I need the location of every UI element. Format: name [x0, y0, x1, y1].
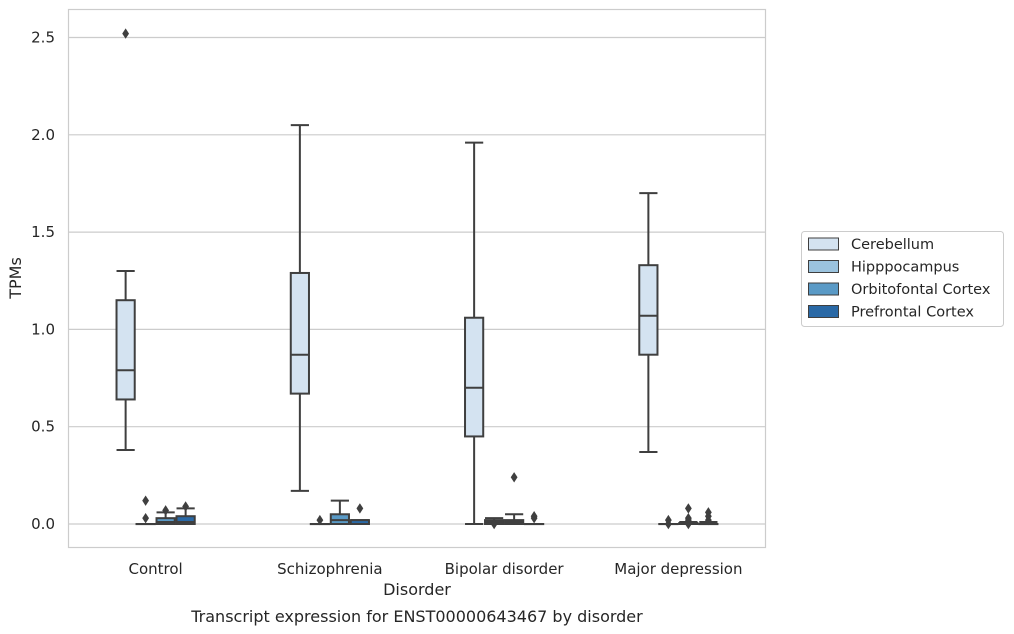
box-orbitofontal-cortex — [155, 505, 176, 525]
box-orbitofontal-cortex — [329, 499, 350, 526]
box-hipppocampus — [135, 495, 156, 526]
outlier-point — [490, 518, 498, 530]
chart-caption: Transcript expression for ENST0000064346… — [190, 607, 643, 626]
grid-lines — [68, 36, 766, 525]
box-hipppocampus — [309, 514, 330, 526]
legend-label: Hipppocampus — [851, 260, 959, 276]
box-body — [638, 264, 659, 356]
y-tick-label: 2.0 — [31, 126, 55, 144]
outlier-point — [142, 495, 150, 506]
legend-swatch — [808, 282, 839, 296]
box-cerebellum — [638, 192, 659, 453]
outlier-point — [316, 514, 324, 526]
legend: Cerebellum Hipppocampus Orbitofontal Corte… — [801, 231, 1004, 327]
x-tick-label: Schizophrenia — [277, 560, 382, 578]
outlier-point — [162, 505, 170, 516]
y-tick-label: 2.5 — [31, 29, 55, 47]
box-body — [464, 316, 485, 438]
outlier-point — [122, 28, 130, 39]
legend-label: Orbitofontal Cortex — [851, 282, 991, 298]
box-cerebellum — [115, 28, 136, 452]
box-prefrontal-cortex — [698, 507, 719, 526]
legend-swatch — [808, 260, 839, 273]
box-prefrontal-cortex — [175, 501, 196, 526]
box-cerebellum — [464, 141, 485, 525]
box-cerebellum — [289, 124, 310, 492]
legend-label: Prefrontal Cortex — [851, 305, 974, 321]
box-body — [115, 299, 136, 401]
y-tick-label: 0.5 — [31, 418, 55, 436]
outlier-point — [684, 518, 692, 530]
outlier-point — [182, 501, 190, 512]
legend-swatch — [808, 237, 839, 251]
x-tick-label: Bipolar disorder — [445, 560, 565, 578]
y-axis-label: TPMs — [6, 257, 25, 300]
y-tick-label: 1.5 — [31, 223, 55, 241]
x-tick-labels: Control Schizophrenia Bipolar disorder Majo… — [129, 560, 743, 578]
box-body — [175, 515, 196, 526]
outlier-point — [142, 512, 150, 524]
box-body — [289, 271, 310, 395]
x-tick-label: Control — [129, 560, 183, 578]
box-layer — [115, 28, 719, 530]
outlier-point — [356, 503, 364, 514]
outlier-point — [684, 512, 692, 524]
y-tick-label: 0.0 — [31, 515, 55, 533]
legend-swatch — [808, 305, 839, 318]
outlier-point — [510, 472, 518, 483]
legend-frame — [801, 231, 1004, 327]
y-tick-label: 1.0 — [31, 320, 55, 338]
outlier-point — [704, 507, 712, 518]
box-orbitofontal-cortex — [504, 472, 525, 525]
outlier-point — [530, 511, 538, 522]
box-prefrontal-cortex — [349, 503, 370, 525]
y-tick-labels: 0.0 0.5 1.0 1.5 2.0 2.5 — [31, 29, 55, 534]
legend-label: Cerebellum — [851, 237, 934, 253]
outlier-point — [684, 503, 692, 514]
plot-frame — [67, 8, 767, 549]
x-axis-label: Disorder — [383, 580, 451, 599]
box-prefrontal-cortex — [524, 511, 545, 526]
outlier-point — [664, 514, 672, 526]
x-tick-label: Major depression — [614, 560, 742, 578]
